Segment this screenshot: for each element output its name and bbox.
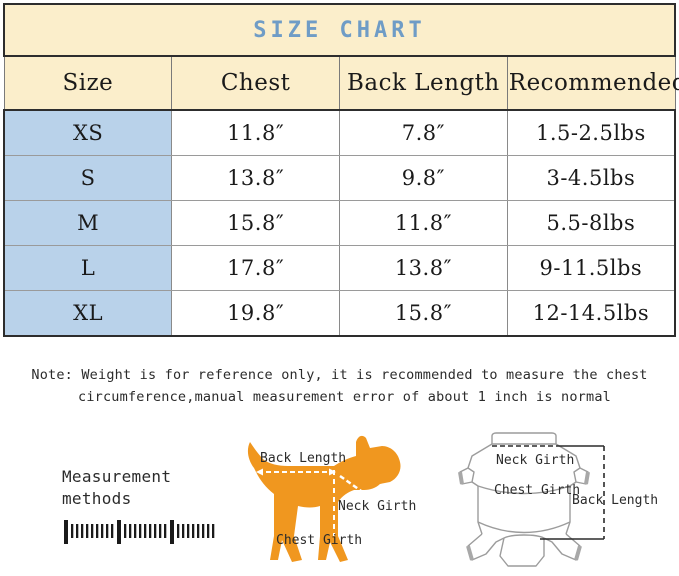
garment-back-length-measure-line <box>540 445 605 540</box>
cell-size: M <box>3 200 173 246</box>
size-chart-table-container: SIZE CHART Size Chest Back Length Recomm… <box>3 3 679 337</box>
cell-back-length: 13.8″ <box>339 245 508 291</box>
dog-back-length-label: Back Length <box>260 451 346 466</box>
cell-size: XL <box>3 290 173 337</box>
cell-chest: 15.8″ <box>171 200 340 246</box>
size-chart-table: SIZE CHART Size Chest Back Length Recomm… <box>3 3 679 337</box>
garment-measurement-diagram: Neck Girth Chest Girth Back Length <box>448 426 673 576</box>
size-chart-title-cell: SIZE CHART <box>3 3 676 57</box>
cell-chest: 17.8″ <box>171 245 340 291</box>
garment-neck-girth-label: Neck Girth <box>496 453 574 468</box>
garment-chest-girth-label: Chest Girth <box>494 483 580 498</box>
back-length-measure-line <box>256 468 336 476</box>
dog-chest-girth-label: Chest Girth <box>276 533 362 548</box>
dog-neck-girth-label: Neck Girth <box>338 499 416 514</box>
table-header-row: Size Chest Back Length Recommended Weigh… <box>3 55 679 111</box>
garment-back-length-label: Back Length <box>572 493 658 508</box>
dog-silhouette-icon <box>247 435 401 562</box>
column-header-back-length: Back Length <box>339 55 508 111</box>
measurement-methods-line-1: Measurement <box>62 467 172 486</box>
table-row: XS 11.8″ 7.8″ 1.5-2.5lbs <box>3 109 676 156</box>
cell-chest: 19.8″ <box>171 290 340 337</box>
cell-weight: 9-11.5lbs <box>506 245 676 291</box>
dog-measurement-diagram: Back Length Neck Girth Chest Girth <box>230 432 430 576</box>
cell-back-length: 7.8″ <box>339 109 508 156</box>
note-block: Note: Weight is for reference only, it i… <box>0 364 679 408</box>
cell-back-length: 9.8″ <box>339 155 508 201</box>
column-header-recommended-weight: Recommended Weight <box>506 55 679 111</box>
cell-chest: 11.8″ <box>171 109 340 156</box>
table-title-row: SIZE CHART <box>3 3 676 57</box>
cell-size: L <box>3 245 173 291</box>
table-row: S 13.8″ 9.8″ 3-4.5lbs <box>3 155 676 201</box>
measurement-methods-line-2: methods <box>62 489 132 508</box>
cell-back-length: 11.8″ <box>339 200 508 246</box>
column-header-size: Size <box>3 55 173 111</box>
cell-back-length: 15.8″ <box>339 290 508 337</box>
table-row: L 17.8″ 13.8″ 9-11.5lbs <box>3 245 676 291</box>
cell-weight: 5.5-8lbs <box>506 200 676 246</box>
neck-girth-measure-line <box>339 474 375 502</box>
cell-weight: 3-4.5lbs <box>506 155 676 201</box>
page-title: SIZE CHART <box>253 17 426 43</box>
cell-weight: 12-14.5lbs <box>506 290 676 337</box>
measurement-methods-block: Measurement methods <box>62 466 222 554</box>
column-header-chest: Chest <box>171 55 340 111</box>
note-line-2: circumference,manual measurement error o… <box>78 389 611 405</box>
garment-outline-icon <box>458 432 590 567</box>
cell-size: XS <box>3 109 173 156</box>
ruler-icon <box>64 520 215 544</box>
table-row: M 15.8″ 11.8″ 5.5-8lbs <box>3 200 676 246</box>
cell-weight: 1.5-2.5lbs <box>506 109 676 156</box>
table-row: XL 19.8″ 15.8″ 12-14.5lbs <box>3 290 676 337</box>
note-line-1: Note: Weight is for reference only, it i… <box>31 367 648 383</box>
cell-chest: 13.8″ <box>171 155 340 201</box>
cell-size: S <box>3 155 173 201</box>
